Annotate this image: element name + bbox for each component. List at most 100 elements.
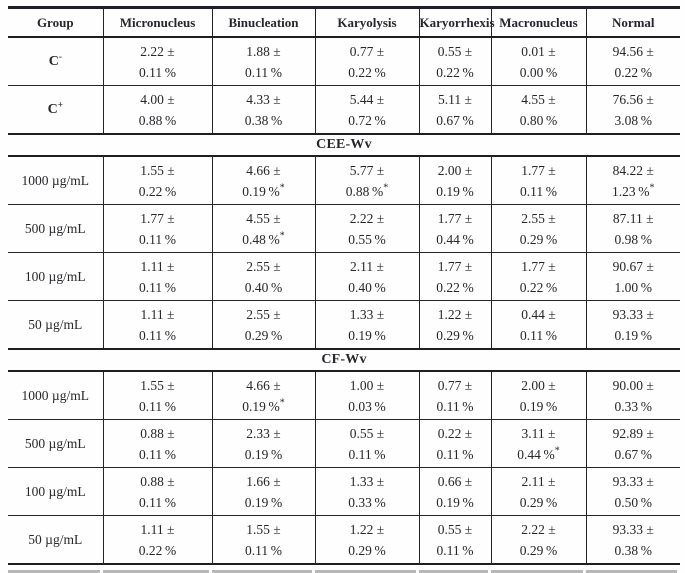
value-cell: 1.77 ± 0.44 % bbox=[418, 204, 491, 253]
group-cell: C- bbox=[8, 37, 103, 86]
value-cell: 3.11 ± 0.44 %* bbox=[490, 419, 586, 468]
sd-value: 0.38 % bbox=[614, 542, 653, 558]
group-cell: 100 µg/mL bbox=[8, 253, 103, 301]
mean-value: 1.66 ± bbox=[246, 473, 281, 489]
mean-value: 2.00 ± bbox=[521, 377, 556, 393]
mean-value: 4.66 ± bbox=[246, 162, 281, 178]
sd-value: 0.11 % bbox=[138, 494, 177, 510]
cutline-segment bbox=[586, 570, 677, 573]
mean-value: 2.11 ± bbox=[350, 258, 384, 274]
value-cell: 1.88 ± 0.11 % bbox=[211, 37, 315, 86]
group-cell: 1000 µg/mL bbox=[8, 371, 103, 420]
sd-value: 0.48 %* bbox=[242, 230, 285, 247]
value-cell: 0.77 ± 0.11 % bbox=[418, 371, 491, 420]
results-table: Group Micronucleus Binucleation Karyolysis K… bbox=[8, 6, 680, 565]
mean-value: 1.77 ± bbox=[140, 210, 175, 226]
column-header-karyorrhexis: Karyorrhexis bbox=[418, 7, 495, 38]
group-label: 50 µg/mL bbox=[28, 531, 83, 547]
value-cell: 1.77 ± 0.11 % bbox=[102, 204, 212, 253]
sd-value: 0.29 % bbox=[519, 494, 558, 510]
group-cell: 50 µg/mL bbox=[8, 301, 103, 350]
sd-value: 0.03 % bbox=[348, 398, 386, 414]
value-cell: 2.11 ± 0.29 % bbox=[490, 467, 586, 516]
group-cell: 500 µg/mL bbox=[8, 205, 103, 253]
sd-value: 0.11 % bbox=[436, 542, 474, 558]
sd-value: 0.22 % bbox=[348, 64, 386, 80]
sd-value: 0.11 % bbox=[138, 327, 177, 343]
mean-value: 0.66 ± bbox=[437, 473, 473, 489]
value-cell: 1.55 ± 0.22 % bbox=[102, 156, 212, 205]
sd-value: 0.11 % bbox=[138, 398, 177, 414]
mean-value: 4.00 ± bbox=[140, 91, 175, 107]
table-row: 1000 µg/mL 1.55 ±0.11 % 4.66 ±0.19 %* 1.00 … bbox=[8, 371, 680, 420]
sd-value: 0.19 % bbox=[519, 398, 558, 414]
column-header-micronucleus: Micronucleus bbox=[102, 7, 212, 38]
column-header-macronucleus: Macronucleus bbox=[490, 7, 586, 38]
mean-value: 1.11 ± bbox=[140, 521, 175, 537]
value-cell: 84.22 ± 1.23 %* bbox=[585, 156, 680, 205]
section-band-row: CF-Wv bbox=[8, 349, 680, 371]
mean-value: 2.55 ± bbox=[246, 258, 281, 274]
group-label: 100 µg/mL bbox=[24, 483, 86, 499]
mean-value: 0.22 ± bbox=[437, 425, 473, 441]
mean-value: 2.22 ± bbox=[521, 521, 556, 537]
mean-value: 93.33 ± bbox=[612, 521, 654, 537]
mean-value: 1.77 ± bbox=[521, 258, 556, 274]
sd-value: 0.29 % bbox=[244, 327, 283, 343]
sd-value: 0.11 % bbox=[138, 231, 177, 247]
mean-value: 0.88 ± bbox=[140, 473, 175, 489]
column-header-normal: Normal bbox=[585, 7, 680, 38]
value-cell: 93.33 ± 0.50 % bbox=[585, 467, 680, 516]
mean-value: 0.77 ± bbox=[349, 43, 385, 59]
value-cell: 1.66 ± 0.19 % bbox=[211, 467, 315, 516]
mean-value: 1.11 ± bbox=[140, 258, 175, 274]
mean-value: 4.55 ± bbox=[521, 91, 556, 107]
group-cell: C+ bbox=[8, 86, 103, 135]
value-cell: 1.33 ± 0.19 % bbox=[314, 300, 419, 349]
sd-value: 0.33 % bbox=[348, 494, 386, 510]
mean-value: 2.22 ± bbox=[349, 210, 385, 226]
mean-value: 1.88 ± bbox=[246, 43, 281, 59]
mean-value: 93.33 ± bbox=[612, 473, 654, 489]
table-row: 500 µg/mL 0.88 ±0.11 % 2.33 ±0.19 % 0.55 ±0… bbox=[8, 419, 680, 468]
sd-value: 0.19 % bbox=[614, 327, 653, 343]
mean-value: 2.55 ± bbox=[246, 306, 281, 322]
column-header-group: Group bbox=[8, 7, 103, 38]
table-row: C+ 4.00 ±0.88 % 4.33 ±0.38 % 5.44 ±0.72 % 5.… bbox=[8, 85, 680, 135]
sd-value: 0.19 % bbox=[436, 183, 474, 199]
value-cell: 2.00 ± 0.19 % bbox=[490, 371, 586, 420]
sd-value: 0.11 % bbox=[138, 446, 177, 462]
section-title: CF-Wv bbox=[321, 352, 367, 367]
group-label: 50 µg/mL bbox=[28, 316, 83, 332]
sd-value: 0.11 % bbox=[436, 446, 474, 462]
sd-value: 0.40 % bbox=[348, 279, 386, 295]
value-cell: 2.55 ± 0.29 % bbox=[211, 300, 315, 349]
sd-value: 1.23 %* bbox=[611, 182, 655, 199]
mean-value: 1.22 ± bbox=[437, 306, 473, 322]
table-row: 500 µg/mL 1.77 ± 0.11 % 4.55 ± 0.48 %* 2.22 ±… bbox=[8, 204, 680, 253]
sd-value: 0.11 % bbox=[244, 64, 283, 80]
value-cell: 5.44 ± 0.72 % bbox=[314, 85, 419, 134]
group-label: 1000 µg/mL bbox=[21, 387, 89, 403]
value-cell: 1.11 ± 0.11 % bbox=[102, 252, 212, 301]
sd-value: 0.11 % bbox=[138, 279, 177, 295]
mean-value: 0.77 ± bbox=[437, 377, 473, 393]
mean-value: 1.00 ± bbox=[349, 377, 385, 393]
sd-value: 0.22 % bbox=[436, 64, 474, 80]
sd-value: 0.44 % bbox=[436, 231, 474, 247]
header-row: Group Micronucleus Binucleation Karyolysis K… bbox=[8, 7, 680, 38]
sd-value: 0.19 % bbox=[244, 446, 283, 462]
mean-value: 1.55 ± bbox=[246, 521, 281, 537]
group-cell: 100 µg/mL bbox=[8, 468, 103, 516]
mean-value: 4.66 ± bbox=[246, 377, 281, 393]
value-cell: 0.77 ± 0.22 % bbox=[314, 37, 419, 86]
mean-value: 84.22 ± bbox=[612, 162, 654, 178]
group-label: 500 µg/mL bbox=[24, 435, 86, 451]
value-cell: 0.44 ± 0.11 % bbox=[490, 300, 586, 349]
table-row: 50 µg/mL 1.11 ± 0.22 % 1.55 ± 0.11 % 1.22 ± 0.… bbox=[8, 515, 680, 564]
value-cell: 90.00 ± 0.33 % bbox=[585, 371, 680, 420]
cutline-segment bbox=[491, 570, 583, 573]
mean-value: 2.22 ± bbox=[140, 43, 175, 59]
sd-value: 0.19 % bbox=[348, 327, 386, 343]
sd-value: 0.22 % bbox=[436, 279, 474, 295]
